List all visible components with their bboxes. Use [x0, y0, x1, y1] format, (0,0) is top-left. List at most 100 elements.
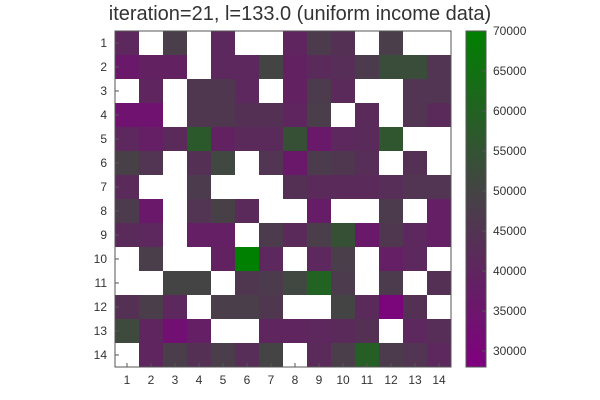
heatmap-cell — [235, 175, 260, 200]
heatmap-cell — [235, 295, 260, 320]
heatmap-cell — [163, 127, 188, 152]
x-tick-label: 9 — [316, 373, 323, 387]
heatmap-cell — [187, 55, 212, 80]
heatmap-cell — [331, 79, 356, 104]
y-tick-label: 1 — [100, 36, 107, 50]
heatmap-cell — [379, 31, 404, 56]
heatmap-cell — [259, 295, 284, 320]
heatmap-cell — [307, 79, 332, 104]
heatmap-cell — [283, 271, 308, 296]
chart-title: iteration=21, l=133.0 (uniform income da… — [108, 3, 492, 25]
x-axis: 1 2 3 4 5 6 7 8 9 10 11 12 13 14 — [124, 363, 446, 387]
heatmap-cell — [139, 247, 164, 272]
heatmap-cell — [307, 223, 332, 248]
colorbar-tick-label: 50000 — [493, 184, 527, 198]
heatmap-cell — [379, 199, 404, 224]
heatmap-cell — [355, 103, 380, 128]
heatmap-cell — [403, 175, 428, 200]
heatmap-cell — [115, 55, 140, 80]
heatmap-cell — [283, 199, 308, 224]
heatmap-cell — [259, 55, 284, 80]
heatmap-cell — [163, 271, 188, 296]
heatmap-cell — [307, 175, 332, 200]
y-tick-label: 2 — [100, 60, 107, 74]
heatmap-cell — [259, 319, 284, 344]
heatmap-cell — [139, 31, 164, 56]
y-tick-label: 8 — [100, 204, 107, 218]
heatmap-cell — [211, 103, 236, 128]
heatmap-cell — [403, 55, 428, 80]
y-tick-label: 11 — [95, 276, 108, 290]
heatmap-cell — [307, 247, 332, 272]
heatmap-cell — [187, 31, 212, 56]
y-tick-label: 10 — [94, 252, 108, 266]
heatmap-cell — [211, 295, 236, 320]
heatmap-cell — [379, 151, 404, 176]
heatmap-cell — [235, 151, 260, 176]
colorbar-tick-label: 55000 — [493, 144, 527, 158]
colorbar-tick-label: 45000 — [493, 224, 527, 238]
heatmap-cell — [427, 151, 452, 176]
heatmap-cell — [259, 271, 284, 296]
heatmap-cell — [355, 79, 380, 104]
heatmap-cell — [403, 319, 428, 344]
colorbar-axis: 30000 35000 40000 45000 50000 55000 60000 65000… — [482, 24, 527, 358]
heatmap-cell — [355, 31, 380, 56]
heatmap-cell — [163, 79, 188, 104]
heatmap-cell — [427, 31, 452, 56]
heatmap-cell — [379, 271, 404, 296]
heatmap-cell — [307, 199, 332, 224]
heatmap-cell — [283, 55, 308, 80]
heatmap-cell — [163, 199, 188, 224]
heatmap-cell — [331, 151, 356, 176]
heatmap-cell — [283, 127, 308, 152]
heatmap-cell — [115, 247, 140, 272]
heatmap-cell — [211, 127, 236, 152]
heatmap-cell — [355, 223, 380, 248]
y-tick-label: 13 — [94, 324, 108, 338]
heatmap-cell — [403, 31, 428, 56]
x-tick-label: 10 — [336, 373, 350, 387]
heatmap-cell — [139, 103, 164, 128]
colorbar — [465, 30, 487, 368]
heatmap-cell — [331, 271, 356, 296]
heatmap-cell — [163, 103, 188, 128]
heatmap-cell — [283, 79, 308, 104]
heatmap-cell — [331, 247, 356, 272]
heatmap-cell — [235, 31, 260, 56]
heatmap-cell — [115, 319, 140, 344]
heatmap-cell — [139, 55, 164, 80]
heatmap-cell — [235, 103, 260, 128]
x-tick-label: 7 — [268, 373, 275, 387]
heatmap-cell — [211, 151, 236, 176]
colorbar-tick-label: 30000 — [493, 344, 527, 358]
heatmap-cell — [187, 175, 212, 200]
heatmap-cell — [283, 103, 308, 128]
colorbar-tick-label: 40000 — [493, 264, 527, 278]
heatmap-cell — [115, 151, 140, 176]
heatmap-cell — [403, 103, 428, 128]
x-tick-label: 3 — [172, 373, 179, 387]
heatmap-cell — [115, 127, 140, 152]
heatmap-cell — [307, 55, 332, 80]
heatmap-cell — [163, 31, 188, 56]
x-tick-label: 4 — [196, 373, 203, 387]
heatmap-cell — [139, 175, 164, 200]
heatmap-cell — [283, 175, 308, 200]
heatmap-cell — [163, 175, 188, 200]
heatmap-cell — [139, 199, 164, 224]
y-tick-label: 5 — [100, 132, 107, 146]
x-tick-label: 11 — [361, 373, 374, 387]
heatmap-cell — [235, 127, 260, 152]
heatmap-cell — [331, 31, 356, 56]
heatmap-cell — [307, 127, 332, 152]
heatmap-cell — [403, 151, 428, 176]
heatmap-cell — [187, 127, 212, 152]
colorbar-tick-label: 70000 — [493, 24, 527, 38]
heatmap-cell — [355, 247, 380, 272]
heatmap-cell — [139, 127, 164, 152]
heatmap-cell — [379, 127, 404, 152]
heatmap-cell — [355, 55, 380, 80]
heatmap-cell — [283, 319, 308, 344]
